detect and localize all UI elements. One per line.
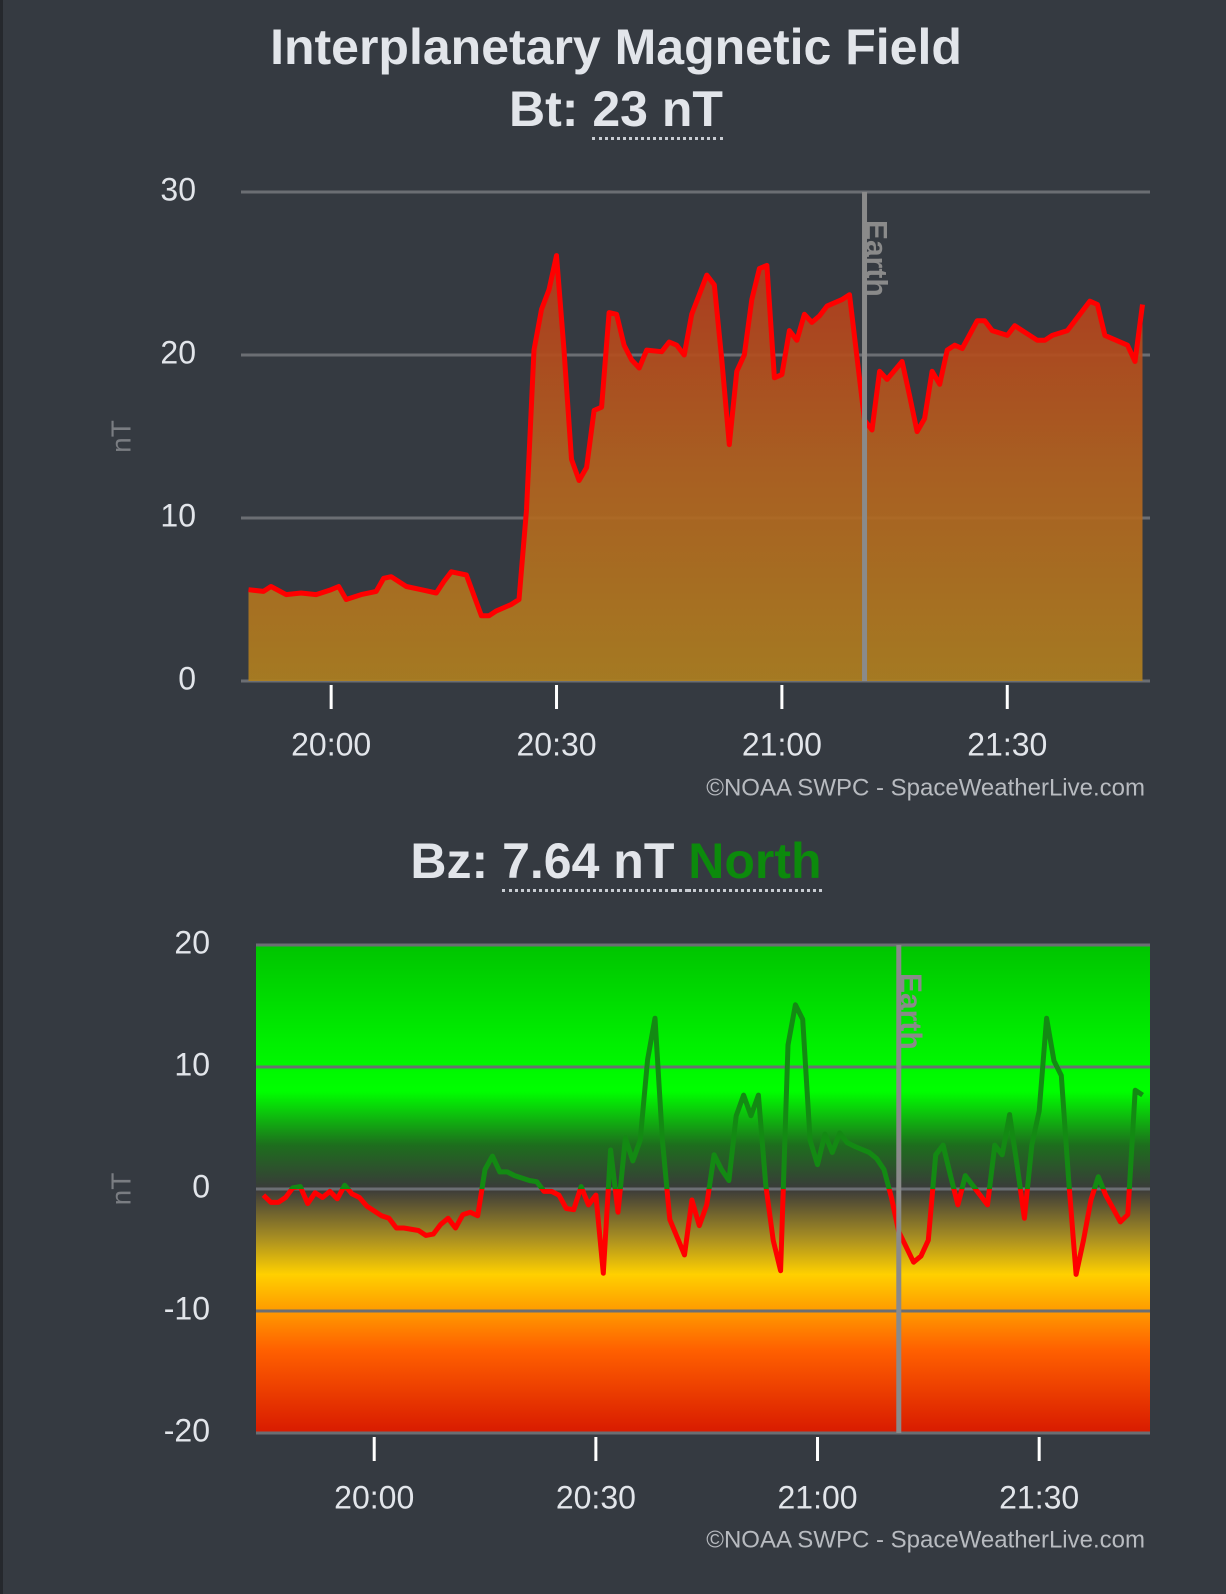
x-tick-label: 20:30 xyxy=(516,726,596,762)
bz-heading: Bz: 7.64 nT North xyxy=(3,832,1226,892)
source-credit: ©NOAA SWPC - SpaceWeatherLive.com xyxy=(706,774,1145,801)
x-tick-label: 21:00 xyxy=(742,726,822,762)
y-axis-label: nT xyxy=(105,1173,136,1206)
y-axis-label: nT xyxy=(105,420,136,453)
y-tick-label: 10 xyxy=(174,1046,210,1082)
charts: 0 10 20 30 nT 20:00 20:30 21:00 21:30 Earth ©NOAA … xyxy=(105,171,1150,1553)
chart-title: Interplanetary Magnetic Field xyxy=(270,19,962,75)
bz-status: North xyxy=(688,833,822,892)
x-tick-label: 21:00 xyxy=(777,1479,857,1515)
bz-label: Bz: xyxy=(410,833,489,889)
line xyxy=(261,1002,1144,1277)
y-tick-label: -20 xyxy=(164,1412,210,1448)
area xyxy=(248,255,1143,681)
y-tick-label: 10 xyxy=(160,497,196,533)
bz-value: 7.64 nT xyxy=(502,833,675,892)
x-tick-label: 20:00 xyxy=(291,726,371,762)
y-tick-label: 30 xyxy=(160,171,196,207)
line xyxy=(248,253,1145,619)
x-tick-label: 21:30 xyxy=(967,726,1047,762)
y-tick-label: 20 xyxy=(174,924,210,960)
y-tick-label: 20 xyxy=(160,334,196,370)
x-tick-label: 20:30 xyxy=(556,1479,636,1515)
source-credit: ©NOAA SWPC - SpaceWeatherLive.com xyxy=(706,1526,1145,1553)
bt-label: Bt: xyxy=(509,81,579,137)
y-tick-label: 0 xyxy=(192,1168,210,1204)
x-tick-label: 21:30 xyxy=(999,1479,1079,1515)
x-tick-label: 20:00 xyxy=(334,1479,414,1515)
y-tick-label: -10 xyxy=(164,1290,210,1326)
bt-value: 23 nT xyxy=(592,81,723,140)
earth-label: Earth xyxy=(860,220,893,297)
bt-heading: Bt: 23 nT xyxy=(3,80,1226,140)
y-tick-label: 0 xyxy=(178,660,196,696)
earth-label: Earth xyxy=(894,973,927,1050)
